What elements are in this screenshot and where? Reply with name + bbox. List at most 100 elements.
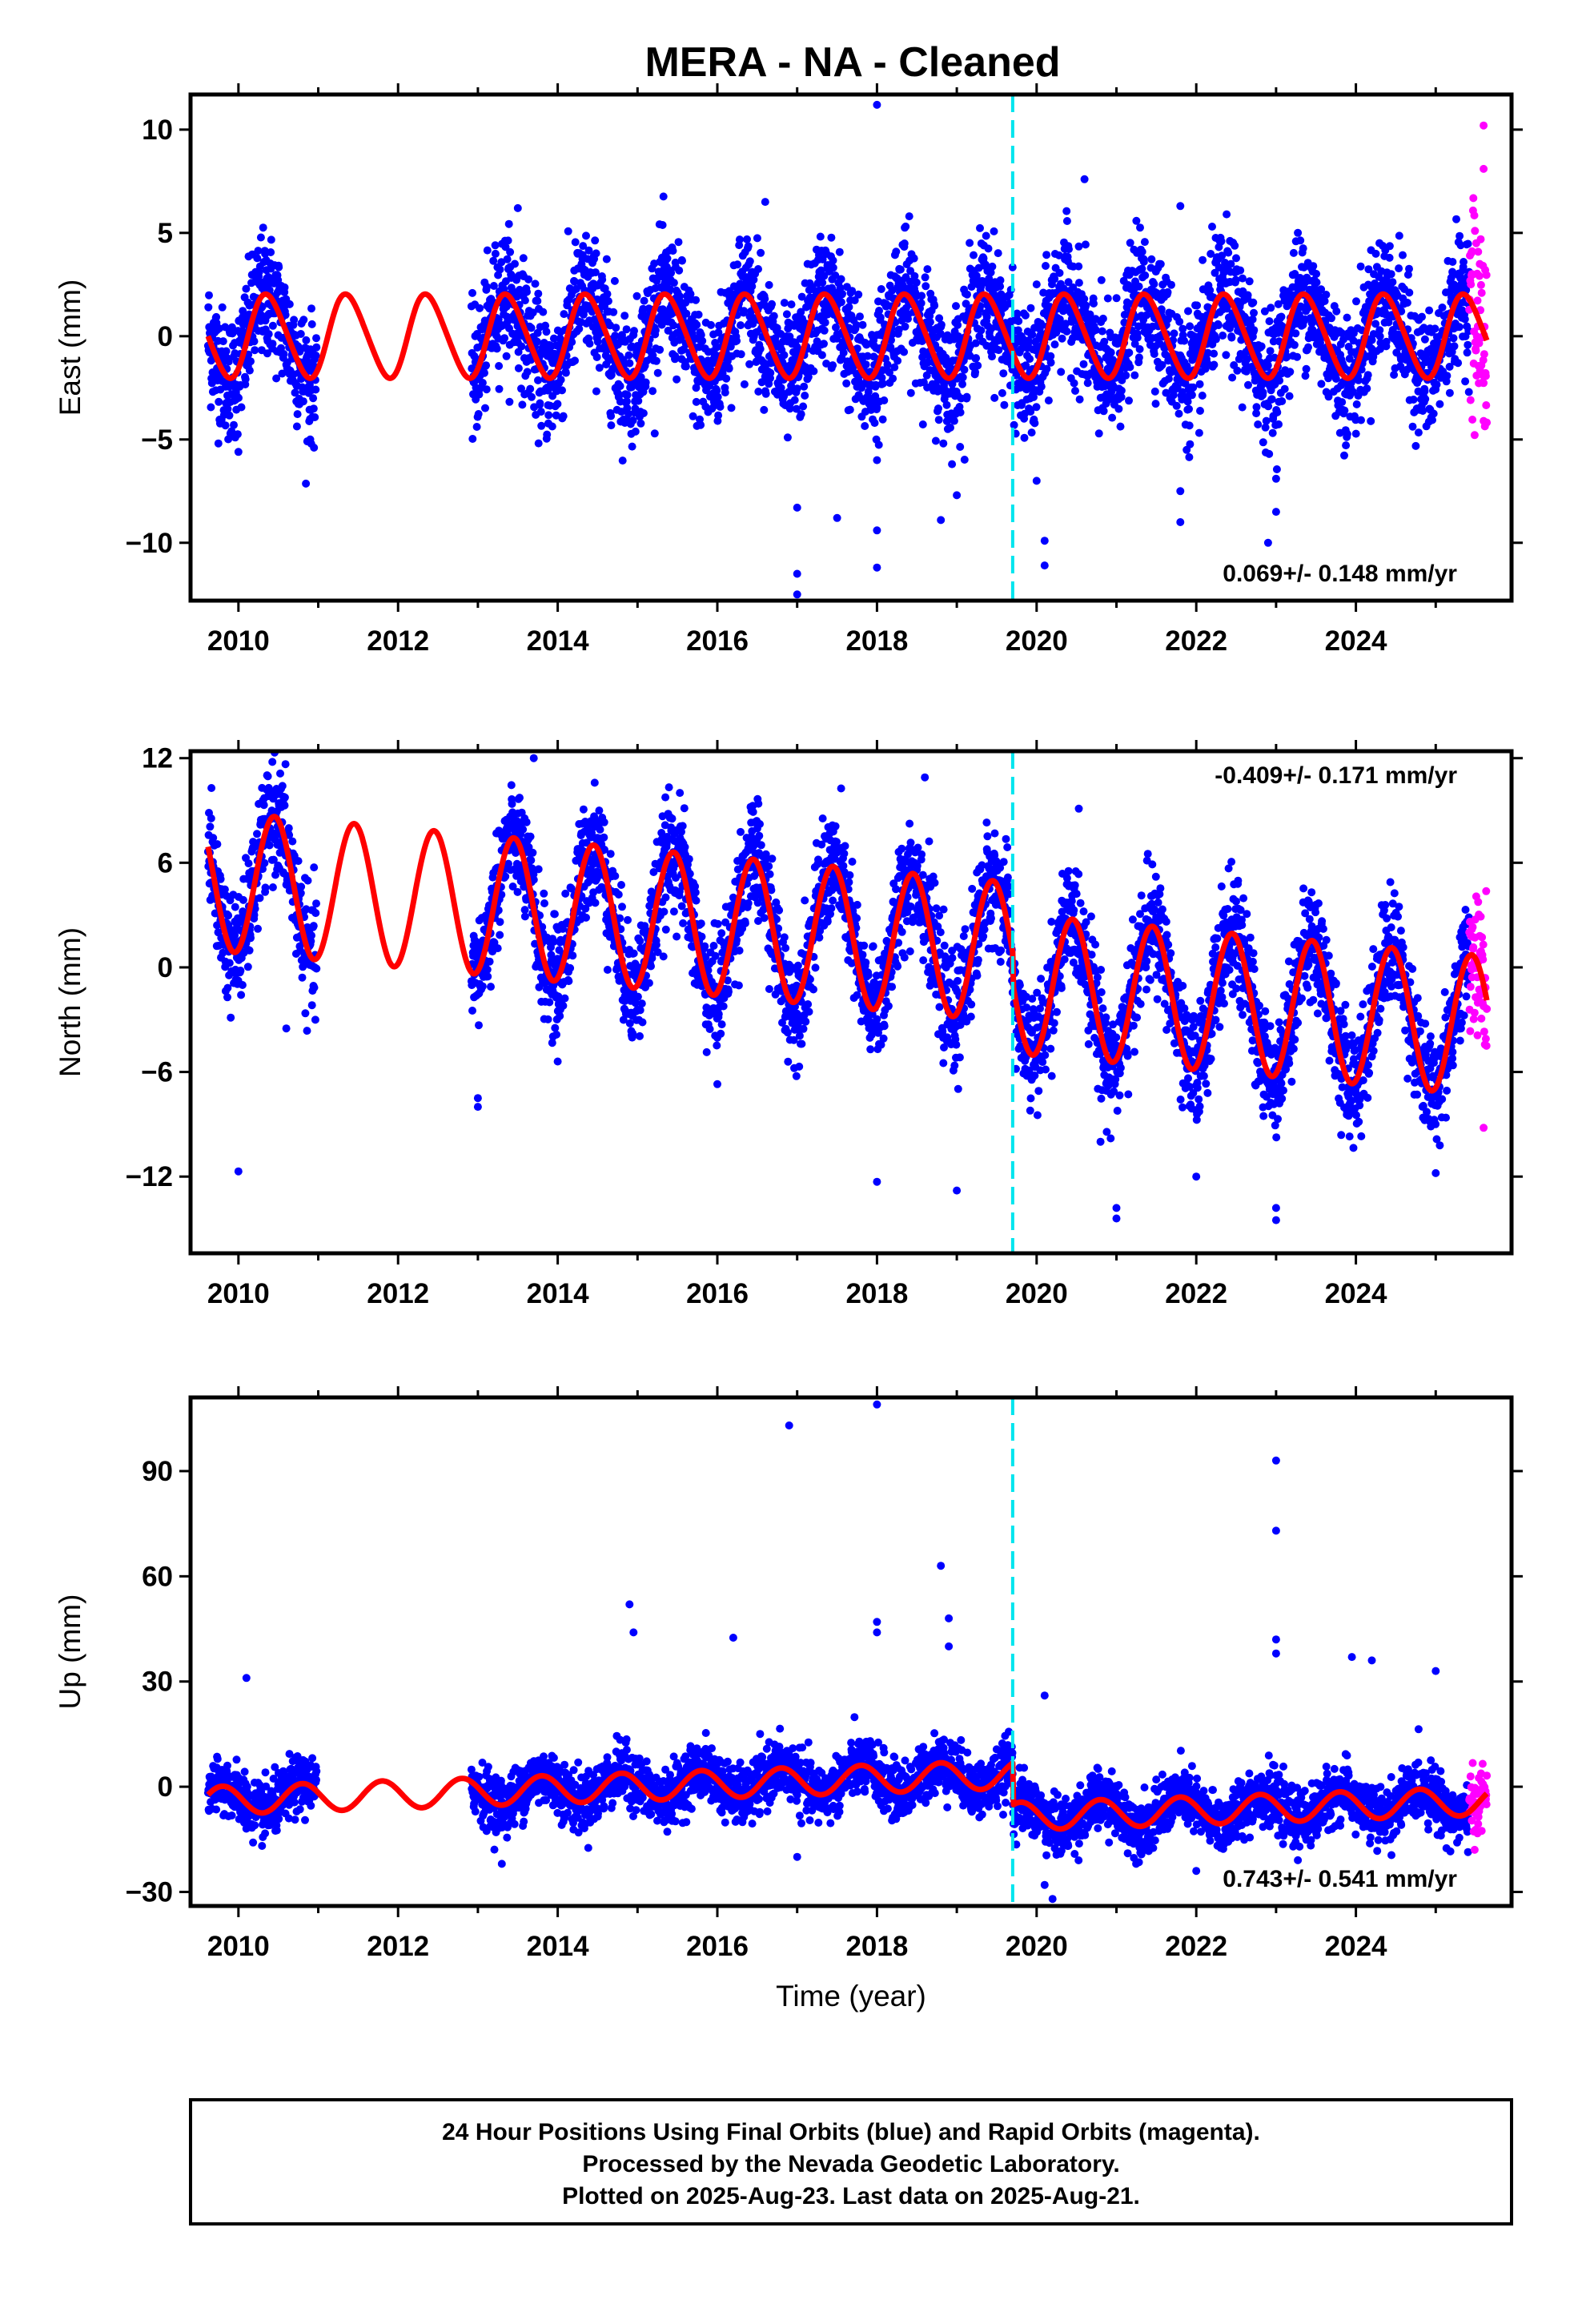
east-point — [1135, 345, 1144, 353]
east-point — [1117, 386, 1126, 395]
east-point — [609, 308, 618, 316]
north-point — [311, 909, 320, 918]
east-point — [901, 222, 910, 231]
east-xtick-label: 2022 — [1165, 625, 1227, 657]
east-point — [1464, 388, 1473, 396]
north-point — [606, 850, 615, 858]
east-point — [1250, 326, 1259, 335]
east-point — [492, 344, 501, 353]
east-point — [1452, 215, 1460, 223]
east-point — [549, 334, 558, 343]
east-point — [748, 282, 757, 291]
north-point — [268, 758, 277, 766]
east-point — [939, 439, 948, 448]
east-point — [996, 282, 1005, 291]
east-point — [1480, 350, 1488, 359]
north-point — [253, 830, 261, 838]
east-point — [610, 276, 619, 285]
east-point — [757, 248, 765, 257]
east-point — [1227, 333, 1236, 342]
east-point — [1217, 237, 1226, 246]
east-point — [575, 324, 584, 333]
east-points — [203, 100, 1492, 599]
east-point — [714, 328, 723, 337]
east-point — [290, 316, 299, 324]
east-point — [520, 296, 529, 305]
east-point — [1472, 346, 1480, 355]
east-point — [988, 352, 996, 361]
east-point — [281, 311, 290, 320]
east-point — [299, 397, 307, 406]
east-point — [225, 411, 234, 420]
east-point — [1420, 335, 1429, 344]
north-point — [590, 778, 599, 787]
east-point — [259, 223, 267, 232]
east-ytick-label: 5 — [158, 218, 173, 249]
east-point — [1091, 326, 1100, 335]
east-point — [1055, 268, 1064, 277]
east-point — [1140, 238, 1149, 247]
north-point — [513, 887, 522, 896]
north-point — [600, 818, 608, 826]
east-point — [1057, 368, 1066, 376]
east-point — [312, 334, 320, 343]
east-point — [1219, 332, 1227, 340]
east-point — [873, 404, 881, 412]
east-point — [905, 212, 913, 221]
east-point — [518, 400, 527, 409]
east-point — [1030, 419, 1039, 428]
east-point — [842, 379, 851, 388]
north-point — [483, 965, 492, 974]
east-point — [1294, 228, 1303, 237]
east-point — [1099, 407, 1108, 416]
east-point — [1312, 270, 1321, 278]
east-point — [628, 416, 637, 424]
east-point — [1289, 248, 1298, 257]
east-point — [693, 320, 701, 329]
east-point — [1139, 257, 1148, 266]
east-point — [1187, 391, 1196, 400]
east-point — [952, 302, 960, 311]
north-point — [559, 1001, 568, 1010]
east-point — [524, 275, 533, 283]
east-point — [564, 227, 572, 235]
east-point — [1058, 334, 1066, 343]
east-point — [716, 403, 725, 411]
north-point — [511, 734, 519, 742]
east-point — [630, 327, 638, 336]
east-point — [623, 391, 632, 400]
east-point — [1151, 400, 1160, 408]
east-xtick-label: 2014 — [527, 625, 589, 657]
east-point — [1296, 236, 1305, 245]
east-point — [552, 411, 560, 420]
east-point — [1208, 223, 1216, 231]
east-point — [671, 352, 680, 360]
east-point — [652, 356, 661, 365]
east-point — [256, 233, 265, 242]
east-point — [816, 232, 825, 241]
east-point — [531, 279, 540, 288]
east-point — [311, 352, 320, 360]
east-point — [1438, 304, 1447, 312]
north-point — [280, 793, 289, 802]
east-panel: 2010 2012 2014 2016 2018 2020 2022 20241050−5−1… — [54, 83, 1523, 657]
east-point — [1232, 254, 1240, 263]
east-point — [971, 368, 980, 376]
east-point — [667, 268, 676, 277]
east-point — [612, 324, 620, 332]
east-point — [1448, 258, 1457, 266]
east-point — [1449, 334, 1458, 343]
east-point — [673, 328, 681, 337]
east-point — [1331, 375, 1340, 383]
east-point — [1285, 392, 1294, 400]
east-point — [1265, 449, 1274, 458]
east-point — [254, 247, 263, 255]
east-point — [1125, 396, 1133, 405]
east-point — [1435, 400, 1444, 408]
east-point — [787, 300, 796, 309]
east-point — [1163, 287, 1172, 296]
east-point — [1098, 314, 1107, 323]
east-point — [1094, 429, 1103, 438]
east-point — [900, 348, 909, 356]
east-point — [263, 349, 271, 358]
